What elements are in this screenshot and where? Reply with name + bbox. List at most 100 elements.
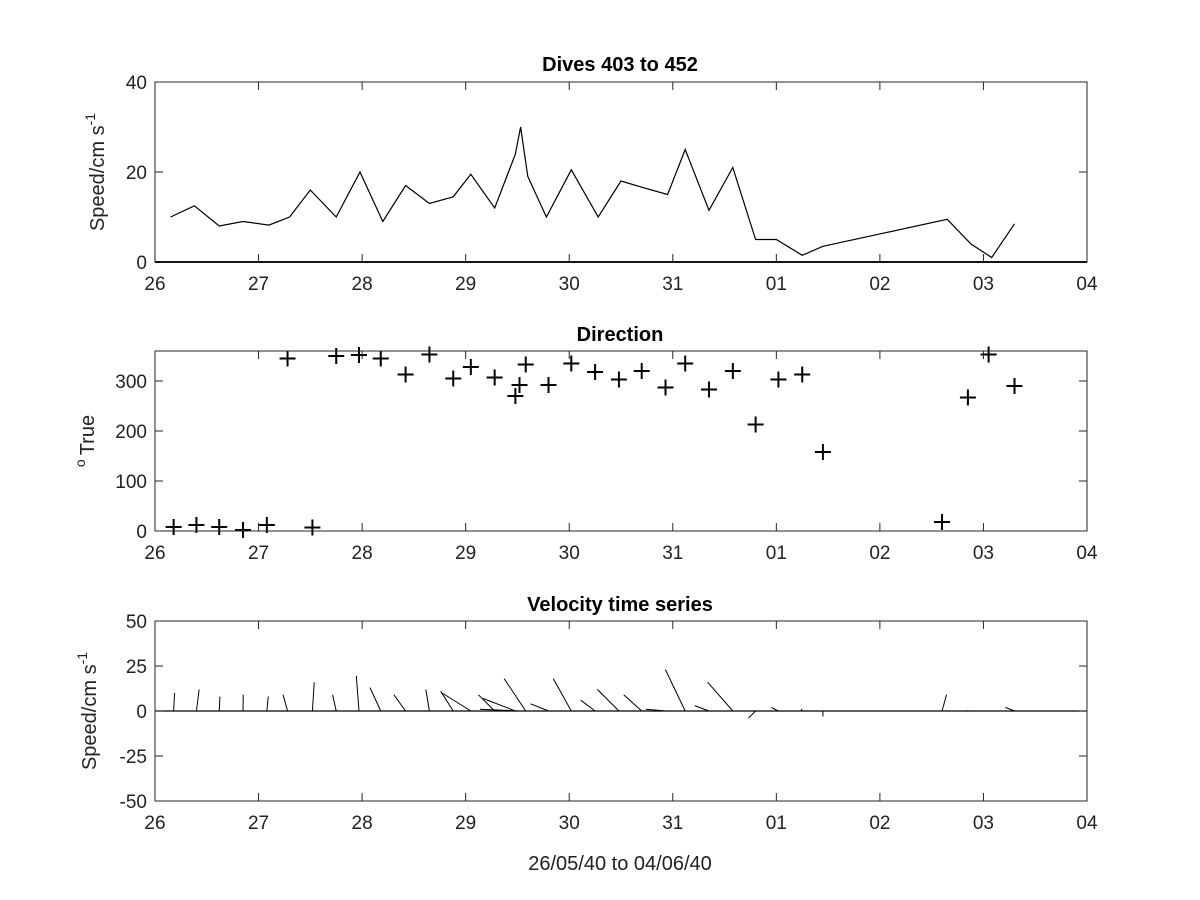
y-tick-label: 300 (115, 372, 147, 393)
velocity-stick (425, 689, 430, 712)
x-tick-label: 26 (144, 813, 165, 834)
velocity-stick (748, 710, 756, 719)
direction-point (563, 355, 580, 372)
velocity-stick (195, 689, 200, 712)
x-tick-label: 02 (869, 274, 890, 295)
x-tick-label: 04 (1076, 274, 1098, 295)
x-tick-label: 27 (248, 274, 269, 295)
x-tick-label: 03 (973, 543, 994, 564)
x-tick-label: 29 (455, 813, 476, 834)
x-tick-label: 03 (973, 813, 994, 834)
speed-chart-frame (154, 81, 1088, 263)
direction-point (794, 366, 811, 383)
direction-point (677, 355, 694, 372)
velocity-chart-ylabel: Speed/cm s-1 (74, 652, 101, 770)
direction-point (165, 519, 182, 535)
velocity-stick (530, 703, 549, 712)
direction-point (445, 370, 462, 387)
x-tick-label: 04 (1076, 813, 1098, 834)
y-tick-label: 50 (126, 612, 147, 633)
direction-point (211, 519, 228, 535)
x-tick-label: 27 (248, 813, 269, 834)
velocity-stick (552, 678, 572, 712)
x-tick-label: 01 (766, 813, 787, 834)
direction-point (279, 350, 296, 367)
y-tick-label: 0 (136, 253, 147, 274)
speed-chart-ylabel: Speed/cm s-1 (82, 113, 109, 231)
velocity-chart-frame (154, 620, 1088, 802)
x-tick-label: 28 (352, 274, 373, 295)
y-tick-label: 0 (136, 522, 147, 543)
speed-chart-x-ticks: 26 27 28 29 30 31 01 02 03 04 (144, 82, 1098, 295)
direction-point (258, 517, 275, 533)
direction-chart-y-ticks: 0 100 200 300 (115, 372, 1087, 543)
velocity-stick (482, 697, 516, 712)
velocity-stick (503, 678, 527, 712)
velocity-stick (664, 669, 686, 712)
direction-point (304, 519, 321, 536)
x-tick-label: 29 (455, 274, 476, 295)
x-tick-label: 02 (869, 813, 890, 834)
velocity-stick (282, 694, 289, 712)
direction-point (747, 416, 764, 433)
direction-point (462, 359, 479, 375)
velocity-chart-x-ticks: 26 27 28 29 30 31 01 02 03 04 (144, 621, 1098, 834)
speed-chart-title: Dives 403 to 452 (542, 54, 698, 76)
direction-point (587, 364, 604, 380)
y-tick-label: 200 (115, 422, 147, 443)
y-tick-label: 0 (136, 702, 147, 723)
direction-chart-title: Direction (577, 324, 664, 346)
velocity-stick (623, 694, 643, 712)
velocity-stick (266, 696, 269, 712)
x-tick-label: 02 (869, 543, 890, 564)
x-tick-label: 28 (352, 813, 373, 834)
velocity-chart-panel: Velocity time series Speed/cm s-1 26/05/… (74, 594, 1098, 875)
velocity-stick (1005, 706, 1015, 712)
x-tick-label: 30 (559, 543, 580, 564)
direction-point (397, 366, 414, 383)
x-tick-label: 28 (352, 543, 373, 564)
x-tick-label: 27 (248, 543, 269, 564)
velocity-stick (580, 699, 596, 712)
velocity-chart-title: Velocity time series (527, 594, 713, 616)
x-tick-label: 26 (144, 274, 165, 295)
direction-point (511, 377, 528, 393)
direction-point (372, 350, 389, 367)
direction-point (959, 389, 976, 406)
direction-point (328, 348, 345, 364)
direction-point (633, 363, 650, 379)
direction-point (770, 371, 787, 388)
direction-point (486, 369, 503, 386)
velocity-stick (800, 708, 803, 712)
y-tick-label: 40 (126, 73, 147, 94)
y-tick-label: 20 (126, 163, 147, 184)
direction-chart-x-ticks: 26 27 28 29 30 31 01 02 03 04 (144, 351, 1098, 564)
velocity-chart-xlabel: 26/05/40 to 04/06/40 (528, 853, 712, 875)
direction-point (507, 388, 524, 404)
velocity-stick (941, 694, 948, 712)
velocity-stick (311, 682, 315, 712)
velocity-stick (440, 690, 454, 712)
velocity-stick (770, 706, 779, 712)
direction-chart-panel: Direction oTrue 26 27 28 29 30 31 01 02 03 04 0 10… (72, 324, 1098, 564)
velocity-stick-marks (155, 669, 1087, 719)
direction-point (724, 363, 741, 379)
direction-point (701, 381, 718, 398)
velocity-stick (596, 689, 620, 712)
direction-point (421, 346, 438, 363)
direction-scatter-marks (165, 346, 1023, 538)
speed-chart-y-ticks: 0 20 40 (126, 73, 1087, 274)
speed-chart-panel: Dives 403 to 452 Speed/cm s-1 26 27 28 29 30… (82, 54, 1098, 295)
velocity-stick (707, 681, 734, 712)
speed-series-line (170, 126, 1015, 259)
velocity-stick (694, 705, 710, 712)
velocity-stick (645, 708, 666, 712)
x-tick-label: 30 (559, 813, 580, 834)
direction-chart-frame (154, 350, 1088, 532)
direction-chart-ylabel: oTrue (72, 415, 99, 467)
x-tick-label: 30 (559, 274, 580, 295)
x-tick-label: 29 (455, 543, 476, 564)
direction-point (188, 517, 205, 533)
x-tick-label: 31 (662, 274, 683, 295)
y-tick-label: 100 (115, 472, 147, 493)
